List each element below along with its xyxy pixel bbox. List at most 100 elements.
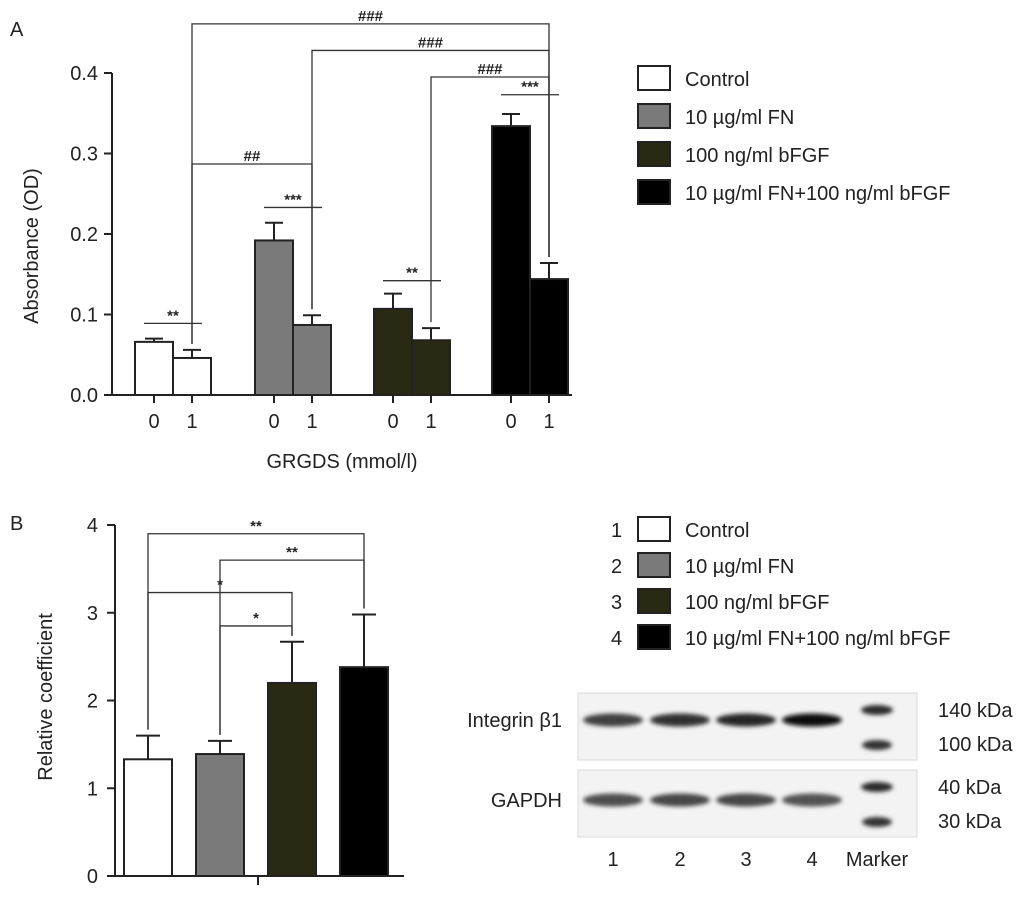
panel-b-legend-number: 4 (611, 628, 622, 650)
panel-a-legend-swatch (637, 65, 671, 91)
panel-a-significance-label: ** (167, 307, 179, 324)
panel-a-letter: A (10, 19, 24, 41)
panel-b-y-tick-label: 2 (87, 691, 98, 713)
panel-b-legend-swatch (637, 624, 671, 650)
panel-a-significance-label: ### (477, 61, 503, 78)
panel-b-significance-label: * (253, 610, 259, 627)
blot-band (716, 713, 776, 727)
panel-a-legend-label: 100 ng/ml bFGF (685, 145, 830, 167)
panel-b-legend-label: Control (685, 520, 749, 542)
panel-a-plot-area: 0.00.10.20.30.40 1 0 1 0 1 0 1**********#######… (70, 8, 572, 433)
panel-a-bar (491, 125, 531, 396)
panel-a-legend-label: 10 µg/ml FN (685, 107, 794, 129)
panel-a-significance-label: ### (418, 34, 444, 51)
panel-a-x-tick-label: 1 (186, 411, 197, 433)
panel-a-bar (292, 323, 332, 396)
panel-a-x-tick-label: 0 (148, 411, 159, 433)
blot-lane-label: 4 (806, 849, 817, 871)
blot-lane-label: Marker (846, 849, 909, 871)
panel-b-y-tick-label: 3 (87, 603, 98, 625)
blot-band (716, 793, 776, 807)
marker-band (862, 740, 892, 750)
panel-a-legend-swatch (637, 141, 671, 167)
panel-b-legend-swatch (637, 588, 671, 614)
panel-a-legend: Control 10 µg/ml FN 100 ng/ml bFGF 10 µg/ml… (637, 65, 951, 205)
panel-a-x-tick-label: 0 (387, 411, 398, 433)
panel-a-y-tick-label: 0.0 (70, 385, 98, 407)
panel-b-significance-label: ** (250, 518, 262, 535)
panel-a-legend-label: 10 µg/ml FN+100 ng/ml bFGF (685, 183, 951, 205)
panel-a-y-tick-label: 0.1 (70, 305, 98, 327)
panel-a-y-tick-label: 0.2 (70, 224, 98, 246)
blot-band (650, 793, 710, 807)
panel-a-bar (134, 340, 174, 396)
panel-a-significance-label: *** (284, 191, 302, 208)
panel-b-y-tick-label: 1 (87, 778, 98, 800)
panel-a-bar (172, 356, 212, 396)
panel-a-bar (411, 339, 451, 397)
blot-lane-label: 3 (740, 849, 751, 871)
marker-band (861, 705, 893, 715)
panel-b-legend-number: 2 (611, 556, 622, 578)
blot-band (583, 793, 643, 807)
panel-a-significance-bracket (191, 23, 550, 344)
panel-b-y-tick-label: 0 (87, 866, 98, 888)
panel-a-chart: 0.00.10.20.30.40 1 0 1 0 1 0 1**********#######… (21, 8, 572, 473)
panel-a-x-tick-label: 1 (306, 411, 317, 433)
blot-band (782, 713, 842, 727)
panel-a-significance-label: ## (244, 148, 261, 165)
panel-a-x-tick-label: 1 (425, 411, 436, 433)
panel-a-y-tick-label: 0.3 (70, 144, 98, 166)
blot-band (782, 793, 842, 807)
marker-size-label: 40 kDa (938, 777, 1002, 799)
panel-a-x-tick-label: 1 (543, 411, 554, 433)
blot-row-label: GAPDH (491, 790, 562, 812)
marker-size-label: 140 kDa (938, 700, 1013, 722)
panel-a-y-tick-label: 0.4 (70, 63, 98, 85)
panel-b-legend-label: 10 µg/ml FN (685, 556, 794, 578)
panel-a-significance-label: *** (521, 79, 539, 96)
panel-b-y-tick-label: 4 (87, 515, 98, 537)
panel-b-legend-number: 1 (611, 520, 622, 542)
panel-b-bar (267, 681, 317, 878)
panel-a-legend-label: Control (685, 69, 749, 91)
panel-b-legend-swatch (637, 552, 671, 578)
panel-a-bar (373, 307, 413, 396)
panel-b-legend-label: 10 µg/ml FN+100 ng/ml bFGF (685, 628, 951, 650)
blot-band (583, 713, 643, 727)
panel-a-significance-label: ** (406, 265, 418, 282)
blot-row-label: Integrin β1 (467, 710, 562, 732)
blot-band (650, 713, 710, 727)
panel-b-bar (339, 666, 389, 878)
panel-a-significance-label: ### (358, 8, 384, 25)
blot-membrane (577, 692, 918, 761)
panel-a-legend-swatch (637, 179, 671, 205)
panel-b-letter: B (10, 513, 23, 535)
panel-a-legend-swatch (637, 103, 671, 129)
panel-b-legend-number: 3 (611, 592, 622, 614)
marker-size-label: 30 kDa (938, 811, 1002, 833)
marker-band (861, 782, 893, 792)
panel-a-x-tick-label: 0 (505, 411, 516, 433)
panel-b-legend-swatch (637, 516, 671, 542)
panel-b-y-axis-title: Relative coefficient (35, 613, 57, 781)
marker-size-label: 100 kDa (938, 734, 1013, 756)
panel-b-significance-bracket (147, 533, 365, 730)
panel-b-bar (195, 753, 245, 878)
panel-a-x-tick-label: 0 (268, 411, 279, 433)
blot-lane-label: 2 (674, 849, 685, 871)
panel-b-legend: 1 Control 2 10 µg/ml FN 3 100 ng/ml bFGF 4 10 µ… (611, 516, 951, 650)
panel-a-x-axis-title: GRGDS (mmol/l) (266, 451, 417, 473)
panel-b-legend-label: 100 ng/ml bFGF (685, 592, 830, 614)
panel-a-bar (254, 239, 294, 396)
panel-b-bar (123, 758, 173, 877)
panel-a-y-axis-title: Absorbance (OD) (21, 168, 43, 324)
panel-b-significance-label: ** (286, 544, 298, 561)
blot-lane-label: 1 (607, 849, 618, 871)
western-blot: Integrin β1 140 kDa 100 kDa GAPDH 40 kDa 30 k… (467, 692, 1013, 871)
panel-a-bar (529, 278, 569, 396)
marker-band (862, 817, 892, 827)
